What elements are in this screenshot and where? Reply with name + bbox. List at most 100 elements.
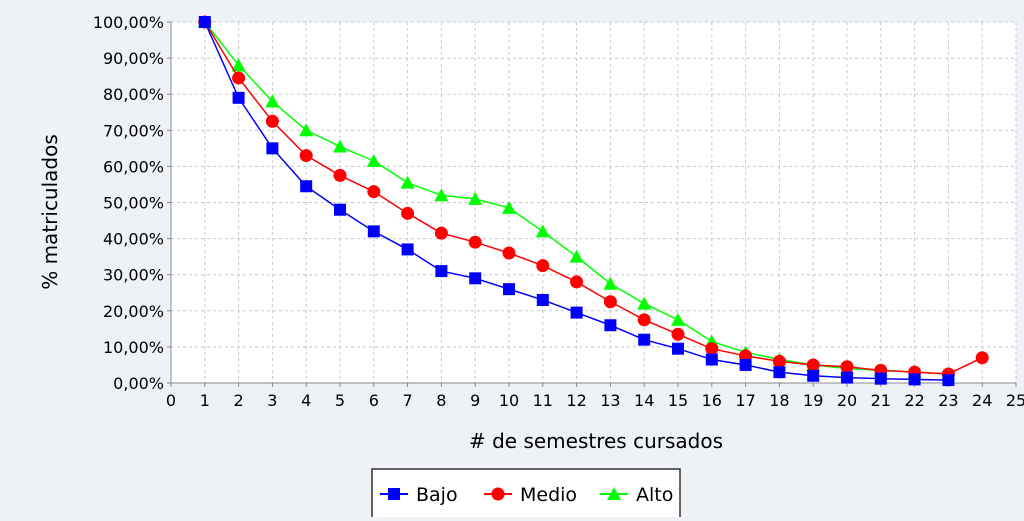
- x-tick-label: 15: [668, 391, 688, 410]
- y-tick-label: 10,00%: [103, 338, 164, 357]
- legend-label-bajo: Bajo: [416, 484, 458, 506]
- data-point-bajo: [638, 333, 651, 346]
- data-point-bajo: [198, 16, 211, 28]
- legend-item-bajo: Bajo: [380, 484, 458, 506]
- data-point-bajo: [536, 293, 549, 306]
- x-tick-label: 12: [566, 391, 586, 410]
- data-point-medio: [705, 342, 719, 356]
- legend-label-alto: Alto: [636, 484, 673, 506]
- x-tick-label: 13: [600, 391, 620, 410]
- x-tick-label: 18: [769, 391, 789, 410]
- x-tick-label: 9: [470, 391, 480, 410]
- data-point-medio: [671, 327, 685, 341]
- data-point-medio: [637, 313, 651, 327]
- data-point-medio: [570, 275, 584, 289]
- x-tick-label: 19: [803, 391, 823, 410]
- data-point-medio: [367, 185, 381, 199]
- legend-item-alto: Alto: [600, 484, 673, 506]
- data-point-medio: [603, 295, 617, 309]
- x-tick-label: 20: [837, 391, 857, 410]
- x-tick-label: 22: [904, 391, 924, 410]
- data-point-alto: [535, 224, 550, 238]
- x-tick-label: 1: [200, 391, 210, 410]
- x-tick-label: 4: [301, 391, 311, 410]
- y-axis-label: % matriculados: [38, 134, 62, 290]
- data-point-alto: [502, 200, 516, 214]
- legend-marker-alto: [607, 487, 621, 500]
- y-tick-label: 90,00%: [103, 49, 164, 68]
- data-point-bajo: [604, 319, 617, 332]
- data-point-bajo: [841, 371, 853, 384]
- data-point-bajo: [807, 369, 820, 382]
- data-point-medio: [401, 206, 415, 220]
- x-tick-label: 7: [403, 391, 413, 410]
- y-tick-label: 20,00%: [103, 302, 164, 321]
- data-point-alto: [366, 153, 381, 167]
- data-point-medio: [975, 351, 989, 365]
- legend-item-medio: Medio: [484, 484, 577, 506]
- y-tick-label: 60,00%: [103, 157, 164, 176]
- legend-marker-bajo: [388, 488, 400, 500]
- legend: Bajo Medio Alto: [371, 468, 681, 520]
- y-tick-label: 70,00%: [103, 121, 164, 140]
- x-tick-label: 5: [335, 391, 345, 410]
- x-tick-label: 6: [369, 391, 379, 410]
- data-point-medio: [434, 226, 448, 240]
- x-tick-label: 17: [735, 391, 755, 410]
- x-tick-label: 0: [166, 391, 176, 410]
- data-point-alto: [434, 188, 449, 202]
- x-tick-label: 11: [533, 391, 553, 410]
- y-tick-label: 40,00%: [103, 230, 164, 249]
- y-tick-label: 100,00%: [93, 13, 164, 32]
- data-point-bajo: [469, 272, 482, 285]
- data-point-medio: [468, 235, 482, 249]
- data-point-alto: [299, 123, 314, 137]
- x-tick-label: 14: [634, 391, 654, 410]
- x-tick-label: 16: [702, 391, 722, 410]
- data-point-alto: [569, 249, 584, 263]
- data-point-alto: [231, 58, 246, 72]
- data-point-medio: [536, 259, 550, 273]
- series-bajo: [198, 16, 955, 387]
- data-point-alto: [400, 175, 415, 189]
- data-point-bajo: [739, 358, 752, 371]
- data-point-alto: [603, 276, 618, 290]
- x-tick-label: 3: [267, 391, 277, 410]
- data-point-alto: [265, 94, 280, 108]
- data-point-bajo: [367, 225, 380, 238]
- x-axis-label: # de semestres cursados: [469, 429, 723, 453]
- data-point-bajo: [942, 374, 955, 387]
- data-point-bajo: [435, 265, 448, 278]
- data-point-medio: [299, 149, 313, 163]
- y-tick-label: 50,00%: [103, 194, 164, 213]
- legend-marker-medio: [491, 487, 505, 501]
- data-point-medio: [502, 246, 516, 260]
- data-point-alto: [333, 139, 347, 153]
- series-medio: [198, 15, 989, 381]
- data-point-bajo: [232, 91, 245, 104]
- data-point-alto: [468, 191, 483, 205]
- x-tick-label: 2: [234, 391, 244, 410]
- data-point-bajo: [401, 243, 414, 256]
- data-point-medio: [232, 71, 246, 85]
- x-tick-label: 25: [1006, 391, 1024, 410]
- x-tick-label: 23: [938, 391, 958, 410]
- data-point-medio: [265, 114, 279, 128]
- data-point-medio: [806, 358, 820, 372]
- y-tick-label: 80,00%: [103, 85, 164, 104]
- data-point-bajo: [334, 203, 346, 216]
- data-point-alto: [637, 296, 652, 310]
- data-point-medio: [333, 168, 347, 182]
- x-tick-label: 8: [436, 391, 446, 410]
- y-tick-label: 0,00%: [113, 374, 164, 393]
- legend-box: [371, 468, 681, 520]
- y-tick-label: 30,00%: [103, 266, 164, 285]
- data-point-medio: [840, 360, 854, 374]
- data-point-bajo: [672, 342, 684, 355]
- data-point-bajo: [908, 373, 921, 386]
- data-point-bajo: [266, 142, 279, 155]
- axes: 0 1 2 3 4 5 6 7 8 9 10 11 12 13 14 15 16 17 18 19 20 21 22 23 24…: [93, 13, 1024, 410]
- data-point-bajo: [705, 353, 718, 366]
